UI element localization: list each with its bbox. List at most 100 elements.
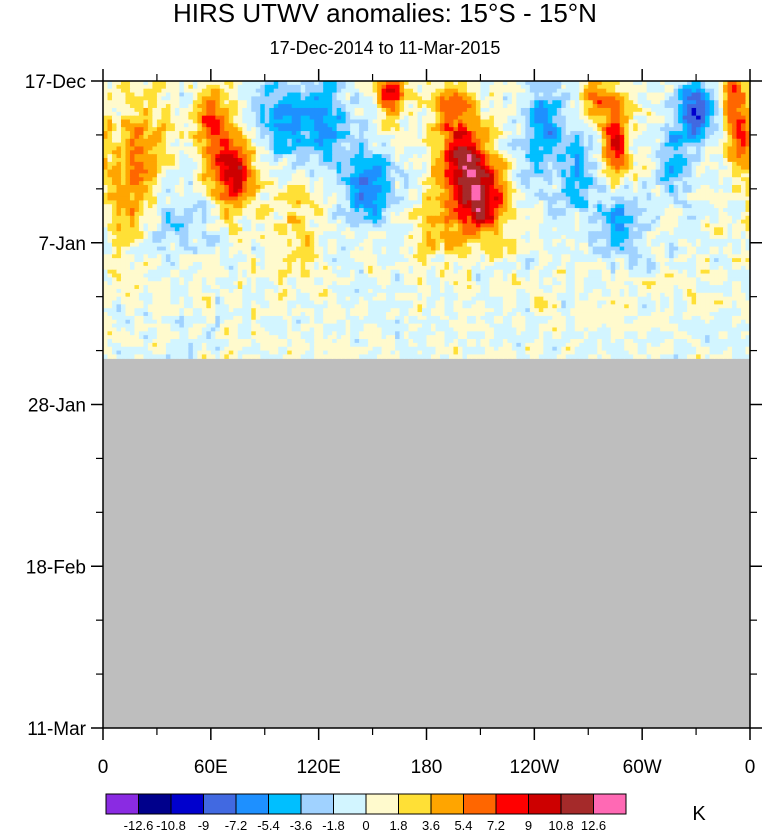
heatmap-cell (386, 111, 392, 117)
heatmap-cell (305, 196, 311, 201)
heatmap-cell (745, 88, 751, 94)
heatmap-cell (422, 115, 428, 121)
heatmap-cell (233, 204, 239, 209)
heatmap-cell (345, 115, 351, 121)
heatmap-cell (296, 154, 302, 159)
heatmap-cell (583, 161, 589, 167)
heatmap-cell (507, 204, 513, 209)
heatmap-cell (448, 158, 455, 163)
heatmap-cell (601, 188, 607, 194)
heatmap-cell (588, 204, 594, 209)
heatmap-cell (116, 84, 122, 90)
heatmap-cell (417, 188, 423, 194)
heatmap-cell (350, 173, 356, 178)
heatmap-cell (377, 208, 383, 213)
heatmap-cell (714, 165, 720, 171)
heatmap-cell (372, 188, 378, 194)
heatmap-cell (624, 150, 630, 155)
heatmap-cell (165, 127, 171, 132)
heatmap-cell (287, 100, 293, 105)
heatmap-cell (745, 146, 751, 151)
heatmap-cell (448, 92, 455, 97)
heatmap-cell (170, 169, 176, 175)
heatmap-cell (327, 211, 333, 217)
heatmap-cell (493, 92, 499, 97)
heatmap-cell (462, 115, 468, 121)
heatmap-cell (323, 150, 329, 155)
heatmap-cell (489, 158, 495, 163)
heatmap-cell (610, 123, 616, 128)
heatmap-cell (255, 169, 261, 175)
heatmap-cell (174, 100, 180, 105)
heatmap-cell (161, 81, 167, 86)
heatmap-cell (422, 127, 428, 132)
heatmap-cell (507, 158, 513, 163)
heatmap-cell (561, 165, 567, 171)
heatmap-cell (152, 92, 158, 97)
heatmap-cell (350, 96, 356, 101)
heatmap-cell (516, 115, 522, 121)
heatmap-cell (233, 127, 239, 132)
heatmap-cell (678, 192, 684, 198)
heatmap-cell (669, 169, 675, 175)
heatmap-cell (219, 88, 225, 94)
heatmap-cell (673, 104, 679, 109)
heatmap-cell (264, 88, 270, 94)
heatmap-cell (714, 161, 720, 167)
heatmap-cell (341, 169, 347, 175)
heatmap-cell (269, 119, 275, 124)
heatmap-cell (691, 154, 697, 159)
heatmap-cell (188, 173, 194, 178)
heatmap-cell (444, 92, 450, 97)
heatmap-cell (251, 150, 257, 155)
heatmap-cell (619, 146, 625, 151)
heatmap-cell (305, 200, 311, 205)
heatmap-cell (336, 158, 342, 163)
heatmap-cell (152, 177, 158, 182)
heatmap-cell (660, 100, 666, 105)
heatmap-cell (736, 134, 742, 140)
heatmap-cell (138, 127, 145, 132)
heatmap-cell (664, 181, 670, 186)
heatmap-cell (363, 92, 369, 97)
heatmap-cell (678, 127, 684, 132)
heatmap-cell (327, 111, 333, 117)
heatmap-cell (134, 96, 140, 101)
heatmap-cell (111, 131, 118, 136)
heatmap-cell (350, 119, 356, 124)
heatmap-cell (125, 134, 131, 140)
heatmap-cell (435, 100, 441, 105)
heatmap-cell (332, 196, 338, 201)
heatmap-cell (417, 192, 423, 198)
heatmap-cell (651, 138, 657, 144)
heatmap-cell (570, 134, 576, 140)
heatmap-cell (390, 127, 396, 132)
heatmap-cell (170, 211, 176, 217)
heatmap-cell (134, 169, 140, 175)
heatmap-cell (498, 81, 504, 86)
heatmap-cell (179, 92, 185, 97)
heatmap-cell (696, 200, 702, 205)
heatmap-cell (282, 115, 288, 121)
heatmap-cell (696, 115, 702, 121)
heatmap-cell (529, 161, 535, 167)
heatmap-cell (345, 184, 351, 190)
heatmap-cell (714, 173, 720, 178)
heatmap-cell (170, 119, 176, 124)
heatmap-cell (219, 181, 225, 186)
heatmap-cell (300, 138, 306, 144)
heatmap-cell (552, 154, 558, 159)
heatmap-cell (493, 84, 499, 90)
heatmap-cell (538, 169, 544, 175)
heatmap-cell (381, 208, 387, 213)
heatmap-cell (534, 119, 540, 124)
heatmap-cell (655, 81, 661, 86)
heatmap-cell (547, 131, 553, 136)
heatmap-cell (673, 107, 679, 113)
heatmap-cell (435, 88, 441, 94)
heatmap-cell (129, 96, 136, 101)
heatmap-cell (529, 196, 535, 201)
heatmap-cell (444, 131, 450, 136)
heatmap-cell (296, 146, 302, 151)
heatmap-cell (502, 100, 508, 105)
